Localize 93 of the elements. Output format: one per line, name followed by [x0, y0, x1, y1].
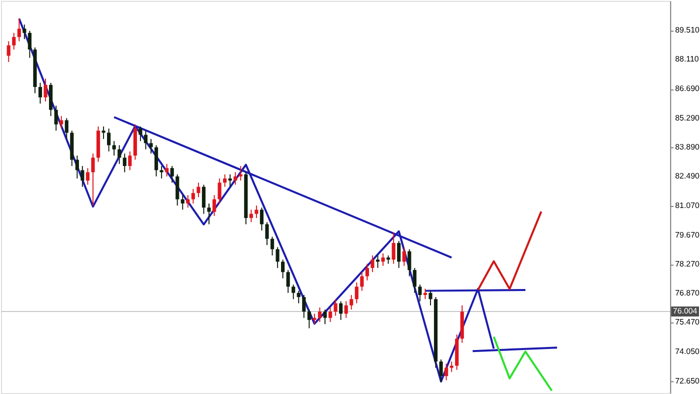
- y-tick-label: 82.490: [675, 172, 700, 181]
- candlestick: [360, 272, 364, 292]
- line-series: [492, 336, 553, 392]
- candlestick: [165, 163, 169, 177]
- candlestick: [86, 168, 90, 186]
- candlestick: [17, 18, 21, 42]
- candlestick: [312, 313, 316, 325]
- candlestick: [234, 172, 238, 186]
- candlestick: [218, 178, 222, 204]
- candlestick: [44, 78, 48, 102]
- line-series: [476, 210, 542, 291]
- candlestick: [450, 361, 454, 372]
- candlestick: [254, 205, 258, 219]
- candlestick: [176, 174, 180, 206]
- y-tick-label: 74.050: [675, 347, 700, 356]
- candlestick: [154, 144, 158, 177]
- candlestick: [160, 166, 164, 179]
- ref-line-label: 76.004: [672, 306, 698, 316]
- candlestick: [392, 232, 396, 264]
- candlestick: [376, 254, 380, 268]
- candlestick: [212, 194, 216, 216]
- candlestick: [265, 222, 269, 246]
- candlestick: [354, 282, 358, 304]
- candlestick: [149, 138, 153, 154]
- y-tick-label: 81.070: [675, 201, 700, 210]
- candlestick: [276, 246, 280, 268]
- candlestick: [180, 194, 184, 210]
- candlestick: [418, 284, 422, 302]
- candlestick: [339, 300, 343, 320]
- candlestick: [107, 128, 111, 152]
- candlestick: [302, 294, 306, 318]
- candlestick: [249, 209, 253, 223]
- candlestick: [91, 153, 95, 206]
- y-tick-label: 88.110: [675, 54, 700, 64]
- candlestick: [412, 267, 416, 294]
- candlestick: [286, 270, 290, 294]
- candlestick: [402, 246, 406, 266]
- candlestick: [223, 174, 227, 188]
- candlestick: [22, 24, 26, 40]
- candlestick: [260, 207, 264, 231]
- candlestick: [292, 284, 296, 300]
- candlestick: [318, 306, 322, 323]
- candlestick: [307, 309, 311, 329]
- candlestick: [323, 309, 327, 325]
- candlestick: [270, 236, 274, 256]
- candlestick: [64, 118, 68, 140]
- candlestick: [38, 82, 42, 104]
- candlestick: [54, 105, 58, 132]
- candlestick: [334, 298, 338, 316]
- candlestick: [138, 126, 142, 142]
- y-tick-label: 78.270: [675, 259, 700, 268]
- candlestick: [122, 153, 126, 173]
- candlestick: [228, 174, 232, 188]
- candlestick: [397, 240, 401, 268]
- y-tick-label: 89.510: [675, 26, 700, 35]
- candlestick: [118, 144, 122, 164]
- candlestick: [444, 363, 448, 381]
- candlestick: [428, 290, 432, 306]
- candlestick: [281, 259, 285, 279]
- candlestick: [408, 248, 412, 277]
- y-tick-label: 83.890: [675, 142, 700, 152]
- candlestick: [144, 130, 148, 150]
- candlestick: [6, 40, 10, 62]
- candlestick: [296, 290, 300, 304]
- y-tick-label: 76.870: [675, 288, 700, 298]
- candlestick: [207, 202, 211, 225]
- candlestick: [170, 166, 174, 184]
- candlestick: [60, 116, 64, 130]
- y-tick-label: 85.290: [675, 113, 700, 122]
- candlestick: [186, 194, 190, 208]
- candlestick: [102, 126, 106, 140]
- candlestick: [12, 32, 16, 50]
- candlestick: [370, 254, 374, 273]
- y-tick-label: 72.650: [675, 376, 700, 386]
- candlestick: [423, 288, 427, 300]
- y-tick-label: 79.670: [675, 230, 700, 240]
- candlestick: [238, 166, 242, 182]
- candlestick: [344, 300, 348, 318]
- candlestick: [128, 150, 132, 171]
- candlestick: [191, 188, 195, 204]
- candlestick: [112, 140, 116, 156]
- candlestick: [202, 184, 206, 214]
- candlestick: [365, 263, 369, 281]
- y-tick-label: 75.470: [675, 318, 700, 327]
- candlestick: [328, 306, 332, 323]
- candlestick: [80, 166, 84, 188]
- candlestick: [28, 30, 32, 58]
- candlestick: [381, 252, 385, 266]
- y-tick-label: 86.690: [675, 84, 700, 94]
- candlestick: [350, 294, 354, 310]
- candlestick: [196, 182, 200, 198]
- candlestick: [439, 358, 443, 383]
- candlestick: [75, 155, 79, 179]
